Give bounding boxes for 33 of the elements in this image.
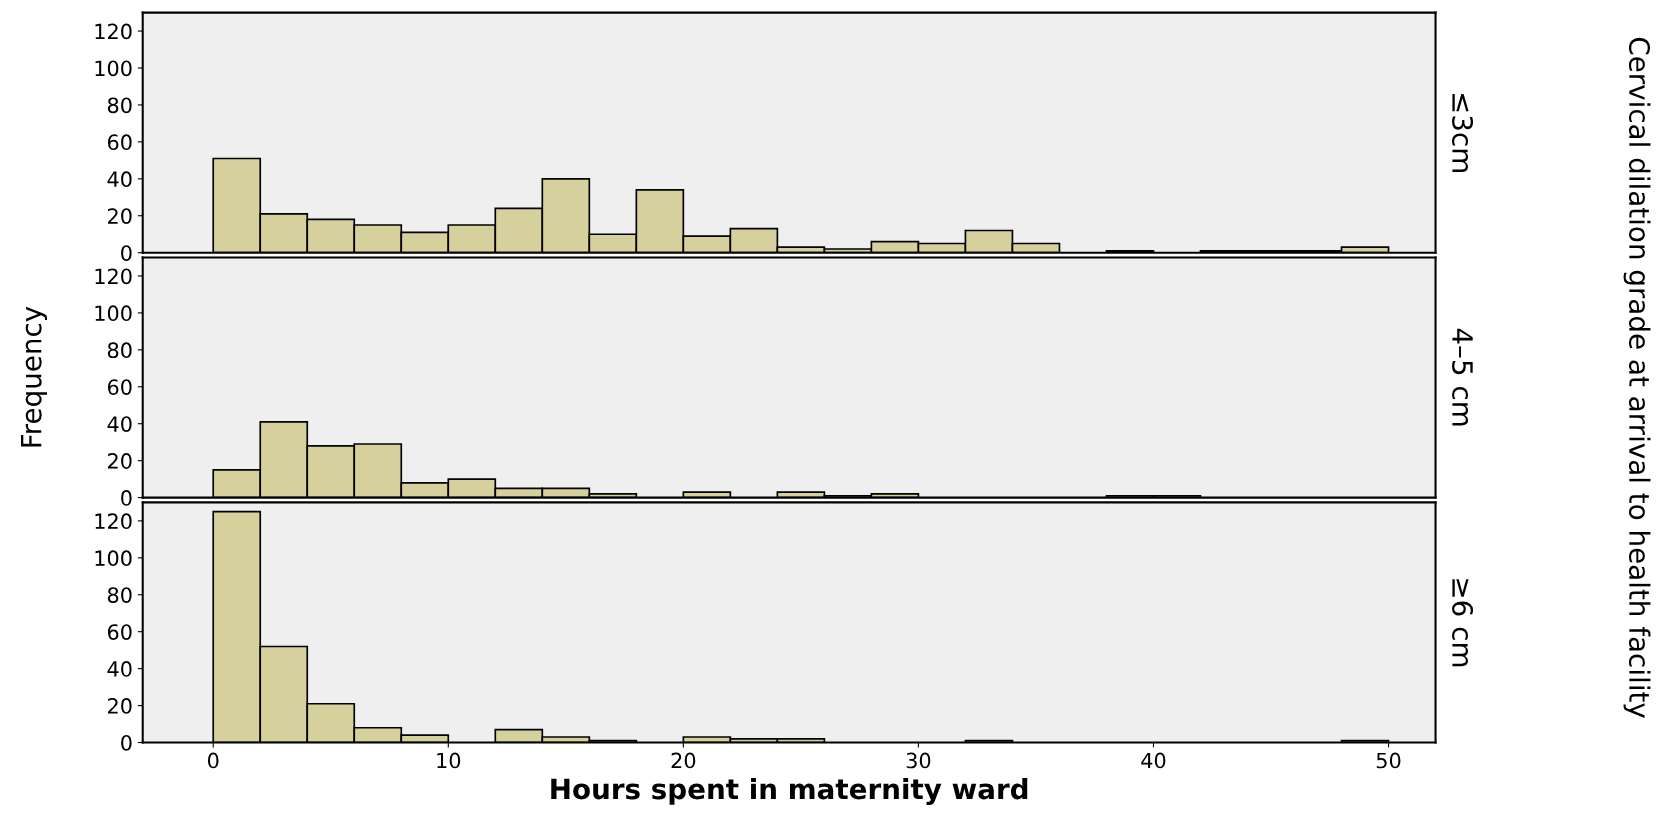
y-tick-label: 40 [107,661,132,677]
y-tick-label: 20 [108,698,132,714]
y-tick-label: 100 [95,550,132,567]
x-tick-label: 50 [1376,752,1401,769]
y2-axis-title: 4–5 cm [1452,328,1473,426]
y-tick-label: 60 [107,379,132,395]
x-tick-label: 20 [671,752,696,769]
y-tick-label: 120 [95,268,132,285]
y2-axis-title: ≥6 cm [1452,579,1474,667]
y-tick-label: 60 [107,134,132,151]
y-tick-label: 120 [95,23,132,40]
x-tick-label: 0 [207,752,219,769]
x-tick-label: 40 [1141,752,1166,769]
y-tick-label: 80 [107,342,132,359]
y-tick-label: 0 [121,734,132,751]
text: Cervical dilation grade at arrival to health facility [1623,37,1651,718]
x-tick-label: 10 [437,752,461,769]
y-tick-label: 60 [107,624,132,640]
y-tick-label: 80 [107,587,132,603]
y2-axis-title: ≤3cm [1452,93,1474,172]
y-tick-label: 100 [95,60,132,77]
y-tick-label: 0 [121,245,132,261]
x-axis-title: Hours spent in maternity ward [551,777,1028,806]
y-tick-label: 100 [95,305,132,322]
y-tick-label: 40 [107,171,132,188]
y-tick-label: 120 [95,513,132,530]
y-tick-label: 0 [121,490,132,506]
y-tick-label: 20 [108,208,132,224]
x-tick-label: 30 [906,752,931,769]
y-tick-label: 20 [108,453,132,469]
y-tick-label: 80 [107,97,132,114]
y-axis-title: Frequency [21,306,48,447]
y-tick-label: 40 [107,416,132,432]
